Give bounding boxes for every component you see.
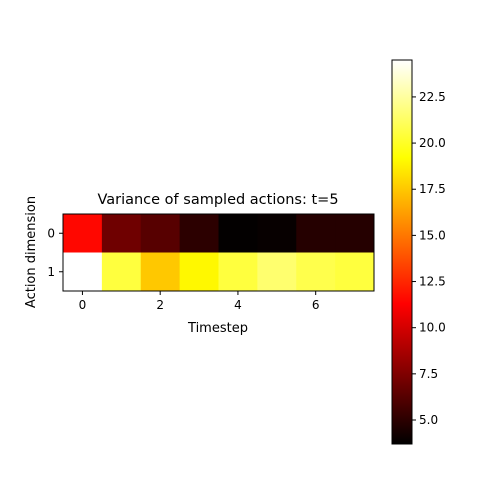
y-axis-label: Action dimension <box>24 196 39 308</box>
heatmap-cell <box>101 252 142 292</box>
colorbar-tick-label: 22.5 <box>419 90 446 104</box>
heatmap-cell <box>179 214 219 253</box>
heatmap-cell <box>296 252 336 292</box>
heatmap-cell <box>296 214 336 253</box>
colorbar-tick-label: 7.5 <box>419 367 438 381</box>
y-axis-ticks: 01 <box>47 226 63 279</box>
y-tick-label: 1 <box>47 265 55 279</box>
x-tick-label: 6 <box>312 298 320 312</box>
heatmap-cell <box>140 252 181 292</box>
heatmap-cell <box>179 252 219 292</box>
colorbar-tick-label: 5.0 <box>419 413 438 427</box>
plot-frame <box>62 213 375 292</box>
heatmap-cell <box>257 252 297 292</box>
colorbar-tick-label: 17.5 <box>419 182 446 196</box>
heatmap-cells <box>63 214 375 292</box>
x-tick-label: 0 <box>79 298 87 312</box>
heatmap-cell <box>257 214 297 253</box>
heatmap-cell <box>63 214 103 253</box>
colorbar-tick-label: 20.0 <box>419 136 446 150</box>
colorbar-tick-label: 12.5 <box>419 275 446 289</box>
colorbar-tick-label: 10.0 <box>419 321 446 335</box>
x-axis-label: Timestep <box>187 321 248 336</box>
x-tick-label: 4 <box>234 298 242 312</box>
x-axis-ticks: 0 2 4 6 <box>79 291 320 312</box>
heatmap-cell <box>335 214 375 253</box>
colorbar-tick-label: 15.0 <box>419 228 446 242</box>
colorbar-ticks: 5.0 7.5 10.0 12.5 15.0 17.5 20.0 22.5 <box>412 90 446 427</box>
y-tick-label: 0 <box>47 226 55 240</box>
heatmap-cell <box>218 252 258 292</box>
heatmap-cell <box>335 252 375 292</box>
heatmap-cell <box>218 214 258 253</box>
heatmap-cell <box>140 214 181 253</box>
chart-title: Variance of sampled actions: t=5 <box>97 192 338 208</box>
x-tick-label: 2 <box>156 298 164 312</box>
heatmap-cell <box>101 214 142 253</box>
colorbar <box>391 59 413 445</box>
heatmap-cell <box>63 252 103 292</box>
